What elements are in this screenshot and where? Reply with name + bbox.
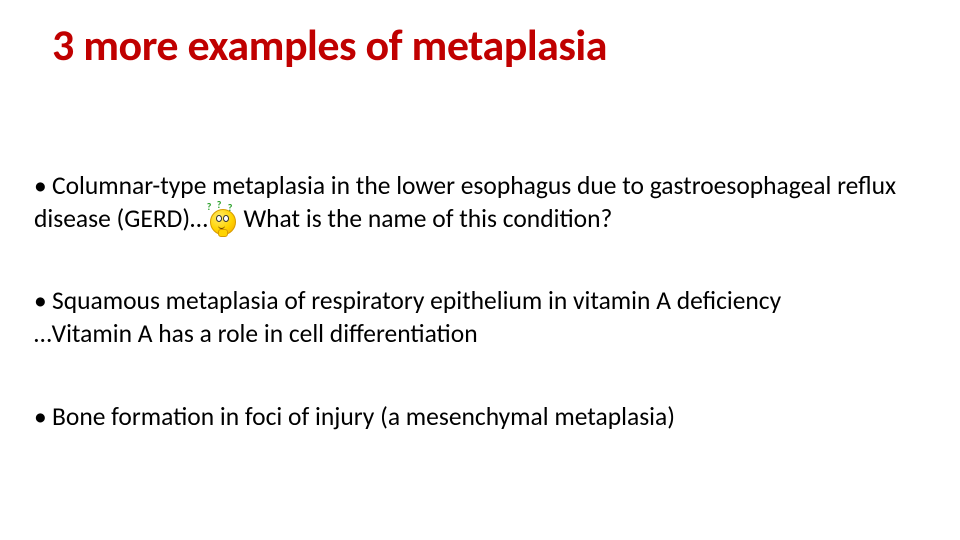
list-item: •Bone formation in foci of injury (a mes… — [34, 401, 930, 434]
slide-title: 3 more examples of metaplasia — [52, 18, 607, 72]
bullet-text-after-icon: What is the name of this condition? — [238, 203, 613, 234]
list-item: •Columnar-type metaplasia in the lower e… — [34, 170, 930, 235]
bullet-dot: • — [34, 401, 52, 434]
list-item: •Squamous metaplasia of respiratory epit… — [34, 285, 930, 350]
thinking-emoji-icon: ??? — [208, 203, 238, 235]
bullet-dot: • — [34, 170, 52, 203]
bullet-text: Bone formation in foci of injury (a mese… — [52, 401, 675, 432]
slide: 3 more examples of metaplasia •Columnar-… — [0, 0, 960, 540]
bullet-dot: • — [34, 285, 52, 318]
bullet-text: Squamous metaplasia of respiratory epith… — [52, 285, 781, 316]
bullet-list: •Columnar-type metaplasia in the lower e… — [34, 170, 930, 483]
bullet-continuation: …Vitamin A has a role in cell differenti… — [34, 318, 478, 349]
